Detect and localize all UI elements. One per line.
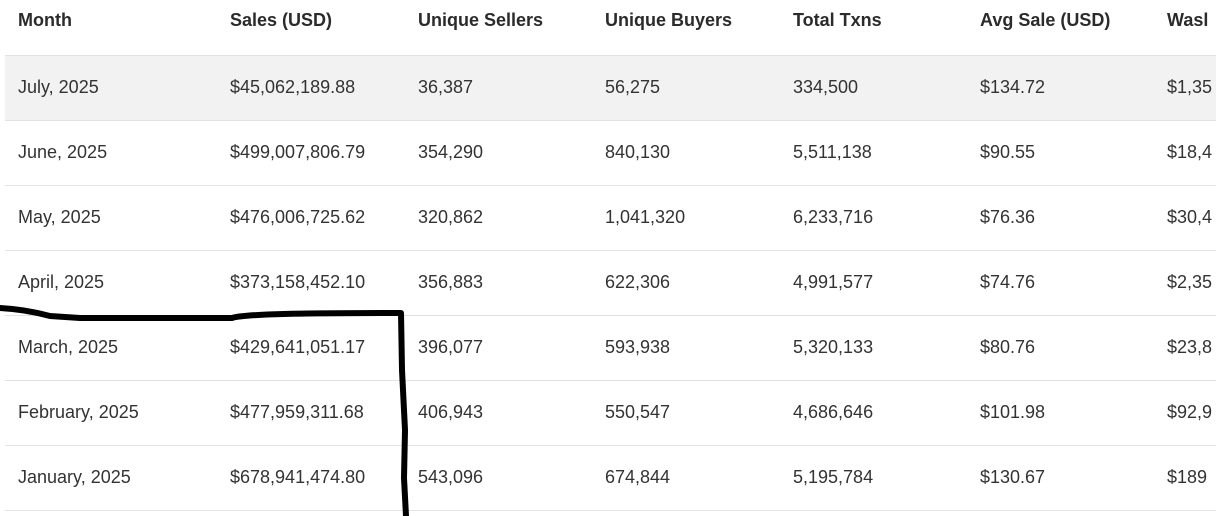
cell-total-txns: 5,195,784 [780,445,967,511]
cell-avg-sale: $134.72 [967,55,1154,121]
cell-avg-sale: $80.76 [967,315,1154,381]
header-wash[interactable]: Wasl [1154,0,1216,56]
cell-avg-sale: $76.36 [967,185,1154,251]
cell-unique-sellers: 406,943 [405,380,592,446]
cell-sales: $477,959,311.68 [217,380,405,446]
cell-unique-sellers: 354,290 [405,120,592,186]
header-total-txns[interactable]: Total Txns [780,0,967,56]
cell-month: March, 2025 [5,315,217,381]
table-header-row: Month Sales (USD) Unique Sellers Unique … [5,0,1216,56]
cell-avg-sale: $90.55 [967,120,1154,186]
monthly-sales-table: Month Sales (USD) Unique Sellers Unique … [5,0,1216,511]
cell-unique-sellers: 396,077 [405,315,592,381]
cell-unique-buyers: 550,547 [592,380,780,446]
cell-wash: $1,35 [1154,55,1216,121]
cell-unique-buyers: 622,306 [592,250,780,316]
cell-month: February, 2025 [5,380,217,446]
table-row: July, 2025 $45,062,189.88 36,387 56,275 … [5,55,1216,121]
cell-month: January, 2025 [5,445,217,511]
cell-month: June, 2025 [5,120,217,186]
cell-unique-sellers: 36,387 [405,55,592,121]
header-avg-sale-usd[interactable]: Avg Sale (USD) [967,0,1154,56]
cell-sales: $45,062,189.88 [217,55,405,121]
table-row: April, 2025 $373,158,452.10 356,883 622,… [5,250,1216,316]
header-sales-usd[interactable]: Sales (USD) [217,0,405,56]
cell-total-txns: 4,686,646 [780,380,967,446]
table-row: January, 2025 $678,941,474.80 543,096 67… [5,445,1216,511]
cell-total-txns: 4,991,577 [780,250,967,316]
cell-unique-buyers: 674,844 [592,445,780,511]
cell-sales: $373,158,452.10 [217,250,405,316]
table-row: February, 2025 $477,959,311.68 406,943 5… [5,380,1216,446]
cell-wash: $30,4 [1154,185,1216,251]
cell-total-txns: 5,511,138 [780,120,967,186]
cell-unique-sellers: 320,862 [405,185,592,251]
cell-avg-sale: $101.98 [967,380,1154,446]
cell-wash: $18,4 [1154,120,1216,186]
table-row: June, 2025 $499,007,806.79 354,290 840,1… [5,120,1216,186]
cell-month: May, 2025 [5,185,217,251]
cell-avg-sale: $130.67 [967,445,1154,511]
cell-sales: $429,641,051.17 [217,315,405,381]
cell-wash: $2,35 [1154,250,1216,316]
cell-month: July, 2025 [5,55,217,121]
cell-unique-buyers: 840,130 [592,120,780,186]
cell-month: April, 2025 [5,250,217,316]
cell-unique-buyers: 56,275 [592,55,780,121]
cell-total-txns: 334,500 [780,55,967,121]
cell-unique-buyers: 593,938 [592,315,780,381]
table-row: March, 2025 $429,641,051.17 396,077 593,… [5,315,1216,381]
header-unique-sellers[interactable]: Unique Sellers [405,0,592,56]
cell-wash: $92,9 [1154,380,1216,446]
cell-unique-sellers: 543,096 [405,445,592,511]
cell-sales: $678,941,474.80 [217,445,405,511]
cell-total-txns: 6,233,716 [780,185,967,251]
cell-total-txns: 5,320,133 [780,315,967,381]
header-unique-buyers[interactable]: Unique Buyers [592,0,780,56]
cell-wash: $23,8 [1154,315,1216,381]
cell-unique-sellers: 356,883 [405,250,592,316]
cell-wash: $189 [1154,445,1216,511]
table-row: May, 2025 $476,006,725.62 320,862 1,041,… [5,185,1216,251]
cell-sales: $476,006,725.62 [217,185,405,251]
cell-avg-sale: $74.76 [967,250,1154,316]
header-month[interactable]: Month [5,0,217,56]
cell-unique-buyers: 1,041,320 [592,185,780,251]
cell-sales: $499,007,806.79 [217,120,405,186]
